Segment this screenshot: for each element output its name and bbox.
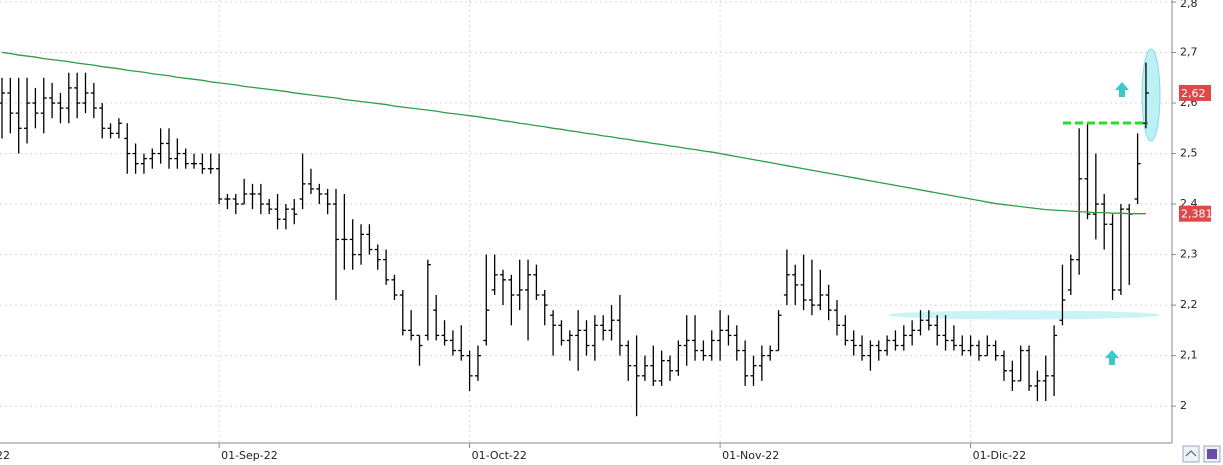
y-tick-label: 2,5: [1180, 147, 1198, 160]
up-arrow: [1105, 350, 1119, 365]
y-tick-label: 2,8: [1180, 0, 1198, 10]
support-highlight: [888, 310, 1160, 320]
price-tag-label: 2,381: [1181, 208, 1213, 221]
x-tick-label: 22: [0, 449, 10, 462]
y-tick-label: 2,3: [1180, 248, 1198, 261]
plot-marks: [0, 51, 1149, 417]
y-tick-label: 2: [1180, 399, 1187, 412]
price-tag: [1179, 205, 1211, 222]
x-tick-label: 01-Nov-22: [722, 449, 779, 462]
zoom-button[interactable]: [1182, 445, 1200, 463]
x-tick-label: 01-Oct-22: [472, 449, 527, 462]
plot-background: [0, 0, 1172, 443]
x-tick-label: 01-Dic-22: [973, 449, 1027, 462]
x-tick-label: 01-Sep-22: [221, 449, 278, 462]
y-tick-label: 2,7: [1180, 46, 1198, 59]
breakout-highlight: [1141, 48, 1161, 142]
save-icon: [1207, 449, 1217, 459]
moving-average-line: [1, 51, 1146, 215]
up-arrow: [1115, 82, 1129, 97]
price-tag-label: 2,62: [1181, 87, 1206, 100]
y-tick-label: 2,1: [1180, 349, 1198, 362]
price-tag: [1179, 84, 1211, 101]
y-tick-label: 2,2: [1180, 298, 1198, 311]
zoom-icon: [1185, 450, 1197, 457]
